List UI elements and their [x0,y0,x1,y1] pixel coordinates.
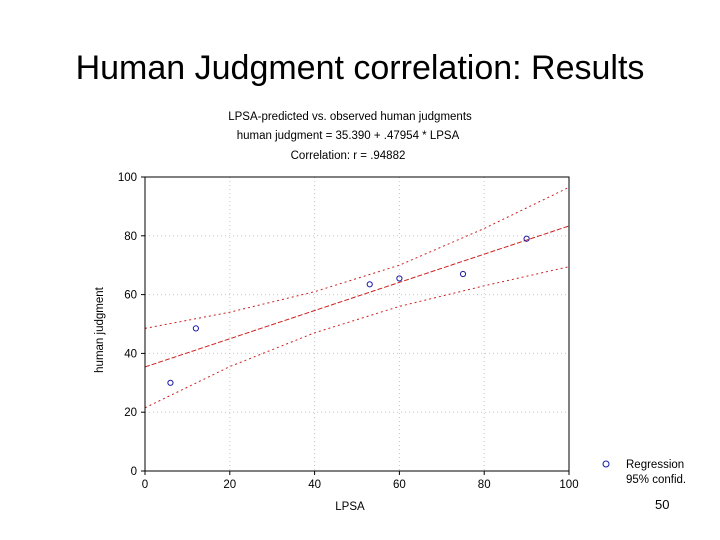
x-axis-ticks: 0 20 40 60 80 100 [142,471,579,491]
data-point [167,379,174,386]
regression-line [144,225,570,368]
chart-subtitle-correlation: Correlation: r = .94882 [291,150,406,162]
x-tick-label: 80 [478,479,491,491]
y-tick-label: 20 [124,407,137,419]
x-axis-label: LPSA [335,501,365,513]
page-number: 50 [655,497,670,512]
regression-layer [144,225,570,368]
plot-frame [144,176,570,472]
slide-title: Human Judgment correlation: Results [75,49,645,87]
chart-title: LPSA-predicted vs. observed human judgme… [228,111,472,123]
plot-frame-rect [144,176,570,472]
y-axis-label: human judgment [94,286,106,372]
legend: Regression 95% confid. [602,459,686,486]
legend-label-regression: Regression [626,459,684,471]
y-tick-label: 100 [118,172,137,184]
data-point [523,235,530,242]
confidence-band-upper [144,186,570,329]
grid-lines [145,177,569,471]
confidence-band-lower [144,266,570,409]
y-tick-label: 80 [124,231,137,243]
legend-marker-icon [602,460,610,468]
chart-subtitle-equation: human judgment = 35.390 + .47954 * LPSA [237,130,460,142]
x-tick-label: 0 [142,479,148,491]
y-tick-label: 0 [131,466,137,478]
y-tick-label: 40 [124,348,137,360]
y-axis-ticks: 0 20 40 60 80 100 [118,172,145,478]
x-tick-label: 100 [559,479,578,491]
y-tick-label: 60 [124,290,137,302]
data-point [192,325,199,332]
x-tick-label: 20 [223,479,236,491]
data-point [459,270,467,278]
data-point [366,281,373,288]
x-tick-label: 40 [308,479,321,491]
legend-label-confidence: 95% confid. [626,474,686,486]
data-points [167,235,530,386]
data-point [396,275,403,282]
confidence-band [144,186,570,409]
x-tick-label: 60 [393,479,406,491]
